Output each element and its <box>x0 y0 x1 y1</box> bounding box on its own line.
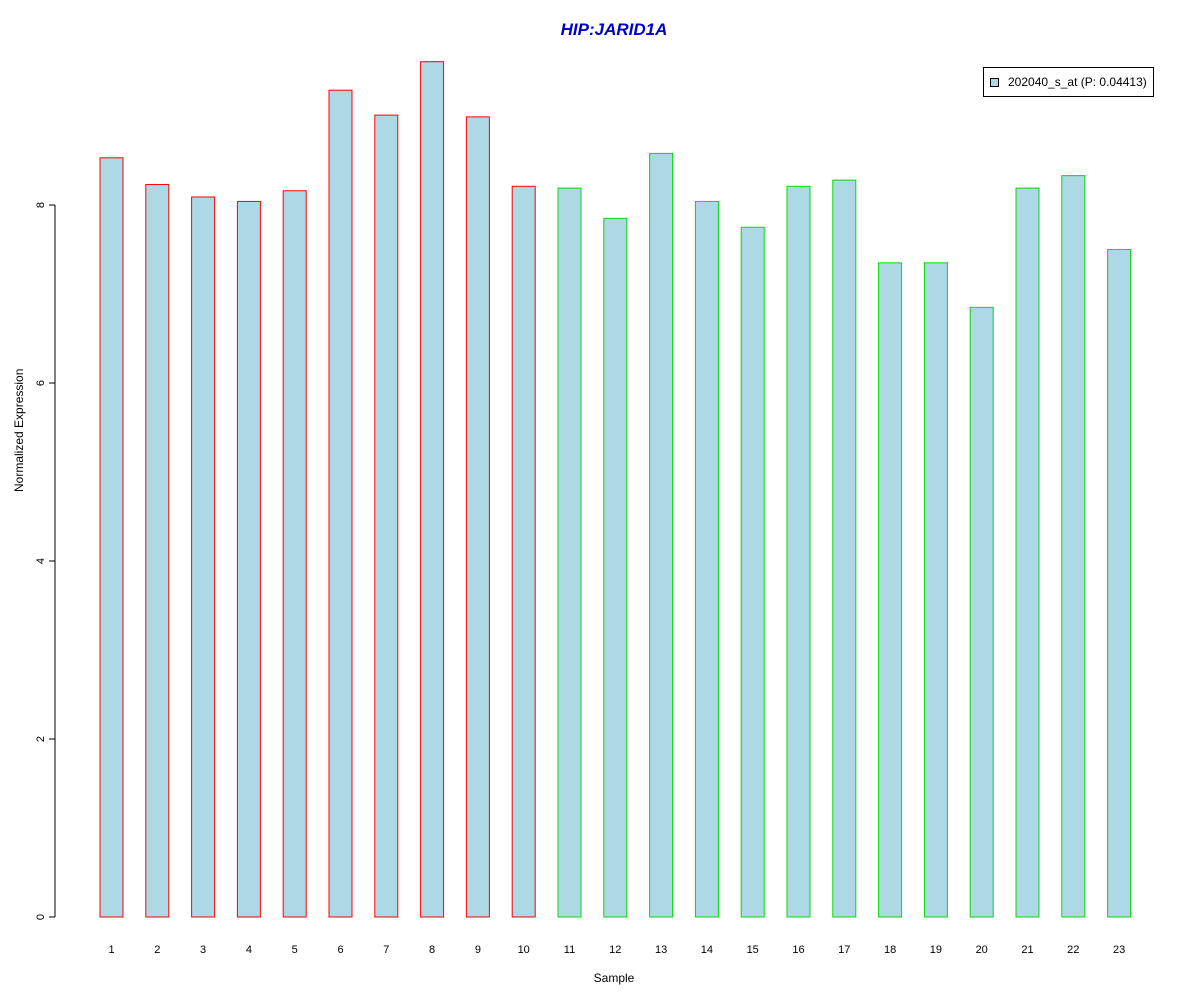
x-tick-label: 9 <box>475 944 481 956</box>
bar-sample-6 <box>328 89 353 918</box>
x-tick-label: 23 <box>1113 944 1125 956</box>
y-tick-label: 6 <box>35 380 47 386</box>
bar-sample-12 <box>603 217 628 918</box>
x-tick-label: 18 <box>884 944 896 956</box>
x-tick-label: 14 <box>701 944 713 956</box>
bar-sample-1 <box>99 157 124 918</box>
x-tick-label: 19 <box>930 944 942 956</box>
bar-sample-8 <box>420 61 445 918</box>
x-tick-label: 7 <box>383 944 389 956</box>
legend-label: 202040_s_at (P: 0.04413) <box>1008 75 1147 89</box>
y-axis-label: Normalized Expression <box>12 368 26 492</box>
bar-sample-18 <box>878 262 903 918</box>
bar-sample-3 <box>191 196 216 918</box>
legend: 202040_s_at (P: 0.04413) <box>983 67 1154 97</box>
x-tick-label: 8 <box>429 944 435 956</box>
x-tick-label: 20 <box>976 944 988 956</box>
x-tick-label: 10 <box>518 944 530 956</box>
bar-sample-15 <box>740 226 765 918</box>
y-tick-label: 2 <box>35 736 47 742</box>
x-axis-label: Sample <box>593 971 635 985</box>
x-tick-label: 22 <box>1067 944 1079 956</box>
bar-sample-4 <box>236 200 261 918</box>
x-tick-label: 5 <box>292 944 298 956</box>
bar-sample-13 <box>649 152 674 918</box>
bar-sample-9 <box>465 116 490 918</box>
bar-sample-2 <box>145 184 170 918</box>
chart-title: HIP:JARID1A <box>560 20 668 39</box>
bar-sample-16 <box>786 185 811 918</box>
x-tick-label: 3 <box>200 944 206 956</box>
y-tick-label: 4 <box>35 558 47 564</box>
x-tick-label: 4 <box>246 944 252 956</box>
bar-sample-5 <box>282 190 307 918</box>
x-tick-label: 1 <box>108 944 114 956</box>
x-tick-label: 6 <box>337 944 343 956</box>
bar-sample-19 <box>923 262 948 918</box>
bar-sample-7 <box>374 114 399 918</box>
x-tick-label: 11 <box>564 944 575 956</box>
x-tick-label: 21 <box>1021 944 1033 956</box>
x-tick-label: 16 <box>792 944 804 956</box>
bar-sample-23 <box>1107 249 1132 918</box>
bar-sample-17 <box>832 179 857 918</box>
bar-sample-14 <box>694 200 719 918</box>
x-tick-label: 17 <box>838 944 850 956</box>
x-tick-label: 13 <box>655 944 667 956</box>
bar-sample-11 <box>557 187 582 918</box>
bar-sample-21 <box>1015 187 1040 918</box>
bar-sample-22 <box>1061 175 1086 918</box>
x-tick-label: 2 <box>154 944 160 956</box>
legend-swatch <box>990 77 999 87</box>
bar-sample-10 <box>511 185 536 918</box>
y-tick-label: 0 <box>35 914 47 920</box>
x-tick-label: 12 <box>609 944 621 956</box>
x-tick-label: 15 <box>747 944 759 956</box>
y-tick-label: 8 <box>35 202 47 208</box>
bar-sample-20 <box>969 306 994 918</box>
